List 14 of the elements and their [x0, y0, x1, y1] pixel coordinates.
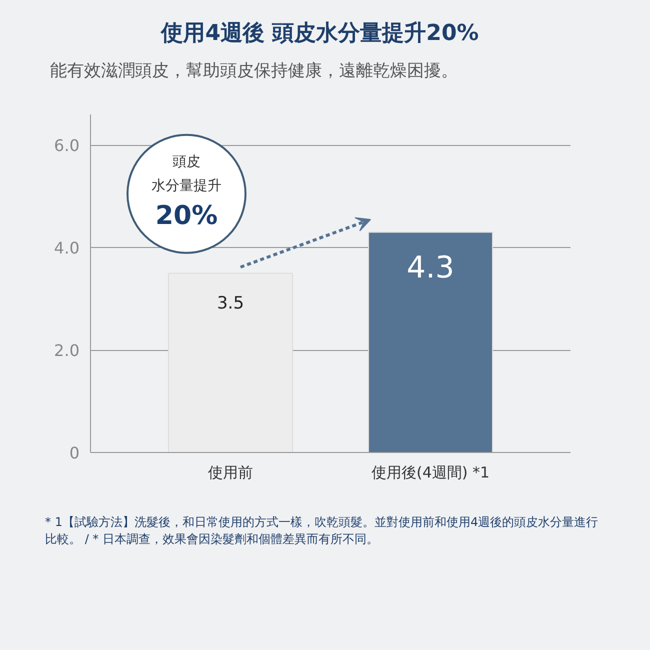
annotation: 水分量提升 [152, 178, 222, 194]
text: * 1【試驗方法】洗髮後，和日常使用的方式一樣，吹乾頭髮。並對使用前和使用4週後的頭皮水分量進行比較。 / * 日本調查，效果會因染髮劑和個體差異而有所不同。 [45, 514, 600, 548]
x-tick-label: 使用前 [208, 463, 253, 482]
data-label: 3.5 [216, 292, 244, 313]
y-tick-label: 0 [69, 443, 80, 462]
x-tick-label: 使用後(4週間) *1 [371, 463, 490, 482]
data-label: 4.3 [406, 250, 454, 285]
y-tick-label: 6.0 [54, 136, 80, 155]
annotation: 20% [155, 200, 218, 231]
y-tick-label: 2.0 [54, 340, 80, 360]
chart-title: 使用4週後 頭皮水分量提升20% [161, 20, 479, 48]
annotation: 頭皮 [172, 154, 200, 170]
y-tick-label: 4.0 [54, 238, 80, 258]
chart-subtitle: 能有效滋潤頭皮，幫助頭皮保持健康，遠離乾燥困擾。 [50, 60, 458, 84]
